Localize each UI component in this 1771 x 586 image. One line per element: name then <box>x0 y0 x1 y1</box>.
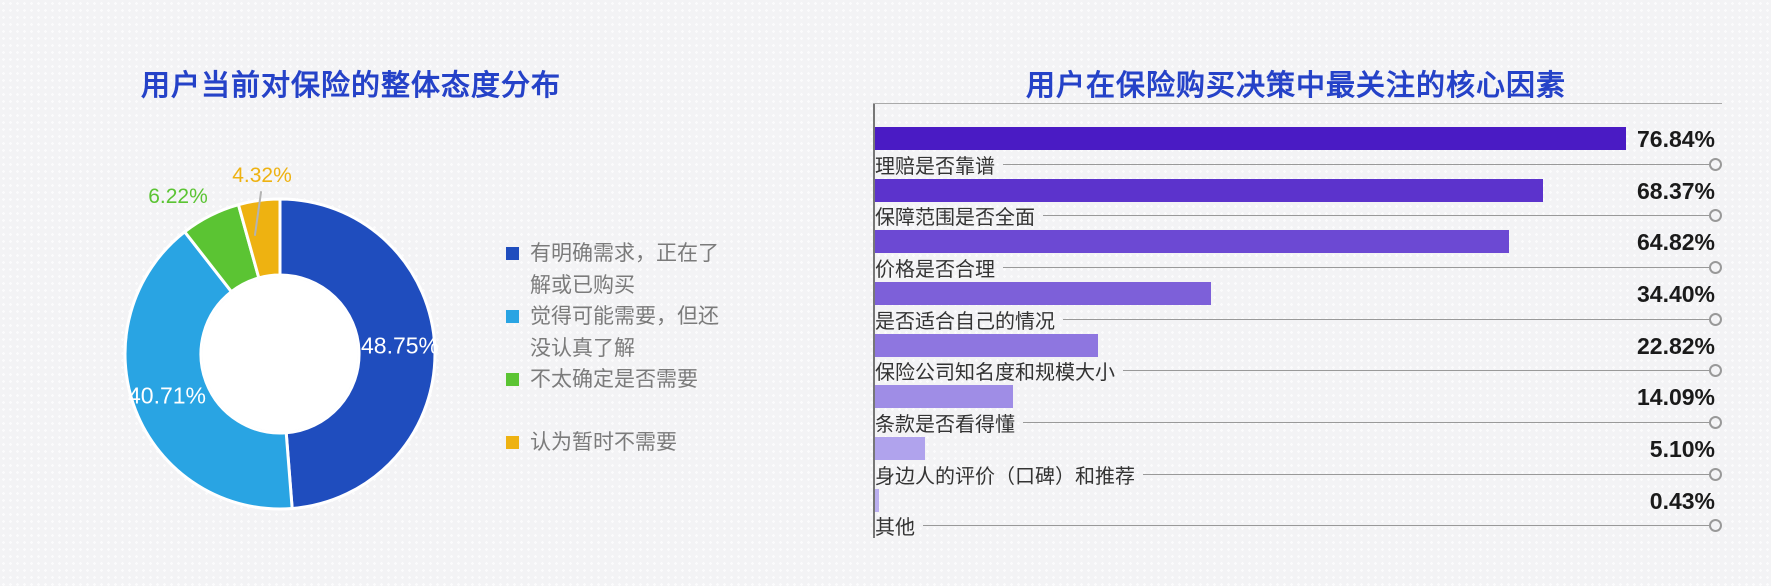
donut-hole <box>202 276 358 432</box>
donut-value-label-slice1: 48.75% <box>360 332 440 359</box>
donut-legend: 有明确需求，正在了解或已购买 觉得可能需要，但还没认真了解 不太确定是否需要 认… <box>506 238 746 490</box>
bar-row: 22.82% 保险公司知名度和规模大小 <box>873 332 1722 386</box>
bar-plot-area: 76.84% 理赔是否靠谱 68.37% 保障范围是否全面 64.82% <box>873 103 1722 548</box>
bar-category-label: 是否适合自己的情况 <box>875 310 1055 333</box>
donut-slice-2[interactable] <box>123 229 294 511</box>
category-leader-line <box>1043 215 1709 217</box>
donut-slice-1[interactable] <box>278 197 437 511</box>
category-leader-line <box>1143 473 1709 475</box>
legend-item-no-need[interactable]: 认为暂时不需要 <box>506 427 746 490</box>
bar-value-label: 14.09% <box>1636 384 1715 411</box>
bar-row: 68.37% 保障范围是否全面 <box>873 177 1722 231</box>
category-leader-line <box>1023 421 1709 423</box>
category-leader-line <box>1063 318 1709 320</box>
bar-chart-title: 用户在保险购买决策中最关注的核心因素 <box>1025 70 1566 103</box>
category-endpoint-dot <box>1709 157 1722 171</box>
bar-value-label: 68.37% <box>1636 177 1715 204</box>
donut-chart-title: 用户当前对保险的整体态度分布 <box>140 70 561 103</box>
bar-terms-understandable[interactable] <box>875 385 1013 409</box>
bar-value-label: 22.82% <box>1636 332 1715 359</box>
bar-other[interactable] <box>875 488 880 512</box>
category-leader-line <box>1003 266 1709 268</box>
bar-category-label: 身边人的评价（口碑）和推荐 <box>875 465 1135 488</box>
donut-slice-4[interactable] <box>236 197 282 280</box>
bar-category-label: 理赔是否靠谱 <box>875 155 995 178</box>
category-endpoint-dot <box>1709 312 1722 326</box>
category-endpoint-dot <box>1709 519 1722 533</box>
bar-value-label: 64.82% <box>1636 229 1715 256</box>
bar-category-label: 价格是否合理 <box>875 258 995 281</box>
bar-row: 64.82% 价格是否合理 <box>873 230 1722 282</box>
category-endpoint-dot <box>1709 260 1722 274</box>
bar-company-reputation[interactable] <box>875 333 1098 357</box>
bar-coverage-scope[interactable] <box>875 178 1544 202</box>
category-endpoint-dot <box>1709 364 1722 378</box>
bar-row: 14.09% 条款是否看得懂 <box>873 385 1722 437</box>
bar-category-label: 保障范围是否全面 <box>875 207 1035 230</box>
category-leader-line <box>1003 163 1709 165</box>
bar-row: 76.84% 理赔是否靠谱 <box>873 127 1722 179</box>
legend-item-maybe-need[interactable]: 觉得可能需要，但还没认真了解 <box>506 301 746 364</box>
bar-value-label: 0.43% <box>1649 487 1715 514</box>
donut-value-label-slice2: 40.71% <box>127 382 207 409</box>
donut-chart <box>123 197 437 511</box>
bar-word-of-mouth[interactable] <box>875 437 925 461</box>
legend-item-definite-need[interactable]: 有明确需求，正在了解或已购买 <box>506 238 746 301</box>
bar-category-label: 其他 <box>875 517 915 540</box>
bar-category-label: 保险公司知名度和规模大小 <box>875 362 1115 385</box>
category-leader-line <box>923 525 1709 527</box>
category-endpoint-dot <box>1709 467 1722 481</box>
donut-value-label-slice3: 6.22% <box>148 185 208 208</box>
legend-item-uncertain[interactable]: 不太确定是否需要 <box>506 364 746 427</box>
bar-value-label: 5.10% <box>1649 436 1715 463</box>
bar-value-label: 34.40% <box>1636 281 1715 308</box>
bar-claims-reliability[interactable] <box>875 127 1626 150</box>
bar-fits-own-situation[interactable] <box>875 282 1212 306</box>
donut-value-label-slice4: 4.32% <box>232 164 292 187</box>
bar-category-label: 条款是否看得懂 <box>875 413 1015 436</box>
bar-row: 5.10% 身边人的评价（口碑）和推荐 <box>873 437 1722 489</box>
bar-row: 0.43% 其他 <box>873 487 1722 541</box>
category-leader-line <box>1123 370 1709 372</box>
category-endpoint-dot <box>1709 415 1722 429</box>
legend-swatch <box>506 436 519 449</box>
legend-swatch <box>506 247 519 260</box>
legend-swatch <box>506 310 519 323</box>
legend-swatch <box>506 373 519 386</box>
category-endpoint-dot <box>1709 209 1722 223</box>
bar-price-reasonable[interactable] <box>875 230 1509 254</box>
bar-value-label: 76.84% <box>1636 126 1715 152</box>
bar-row: 34.40% 是否适合自己的情况 <box>873 282 1722 334</box>
